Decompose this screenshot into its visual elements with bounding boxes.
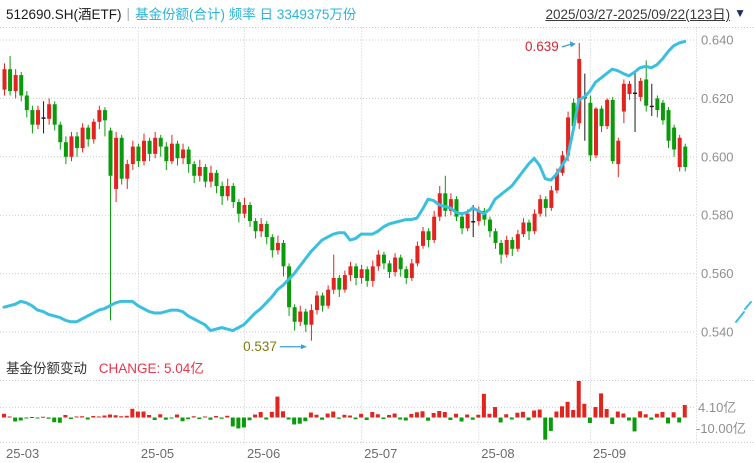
dropdown-arrow-icon[interactable]: ▼ <box>734 6 746 20</box>
svg-text:25-03: 25-03 <box>6 446 39 461</box>
svg-text:0.620: 0.620 <box>701 91 734 106</box>
change-value-badge: CHANGE: 5.04亿 <box>98 361 204 376</box>
svg-text:0.540: 0.540 <box>701 325 734 340</box>
instrument-info: 512690.SH(酒ETF) | 基金份额(合计) 频率 日 3349375万… <box>6 3 356 23</box>
svg-text:-10.00亿: -10.00亿 <box>696 421 746 436</box>
svg-text:25-08: 25-08 <box>481 446 514 461</box>
subpanel-header: 基金份额变动 CHANGE: 5.04亿 <box>6 357 204 377</box>
svg-text:0.640: 0.640 <box>701 33 734 48</box>
svg-text:0.639: 0.639 <box>525 39 559 54</box>
date-range-label[interactable]: 2025/03/27-2025/09/22(123日) <box>545 7 731 22</box>
svg-text:25-09: 25-09 <box>593 446 626 461</box>
svg-text:0.537: 0.537 <box>243 339 277 354</box>
symbol-label: 512690.SH(酒ETF) <box>6 7 122 22</box>
svg-text:25-07: 25-07 <box>364 446 397 461</box>
svg-text:0.560: 0.560 <box>701 266 734 281</box>
svg-text:4.10亿: 4.10亿 <box>698 400 736 415</box>
svg-text:25-05: 25-05 <box>141 446 174 461</box>
chart-header: 512690.SH(酒ETF) | 基金份额(合计) 频率 日 3349375万… <box>0 0 754 26</box>
subpanel-title: 基金份额变动 <box>6 361 87 376</box>
metric-label: 基金份额(合计) 频率 日 3349375万份 <box>135 7 357 22</box>
svg-text:25-06: 25-06 <box>247 446 280 461</box>
date-range-selector[interactable]: 2025/03/27-2025/09/22(123日) ▼ <box>545 3 746 23</box>
svg-text:0.600: 0.600 <box>701 149 734 164</box>
svg-text:0.580: 0.580 <box>701 208 734 223</box>
header-separator: | <box>126 5 131 21</box>
